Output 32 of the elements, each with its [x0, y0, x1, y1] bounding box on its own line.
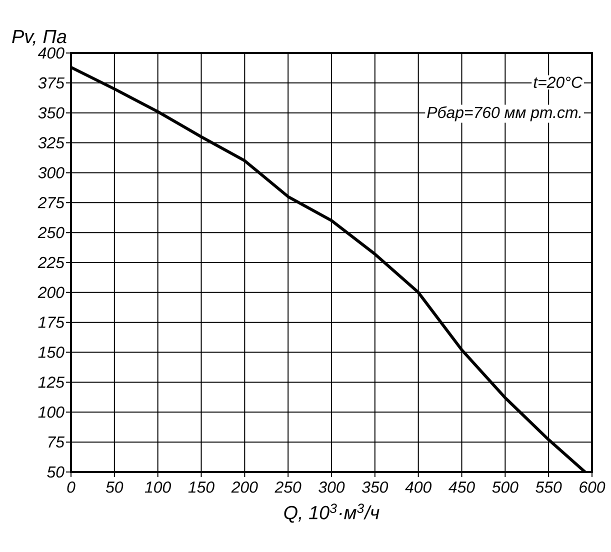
x-tick-label: 500 — [492, 482, 518, 493]
y-tick-label: 300 — [38, 167, 64, 178]
x-axis-title: Q, 10$^{3}$·м$^{3}$/ч — [284, 504, 380, 523]
x-tick-label: 100 — [144, 482, 171, 493]
y-tick-label: 250 — [38, 226, 64, 238]
y-tick-label: 150 — [38, 346, 64, 358]
x-tick-label: 300 — [318, 482, 345, 493]
y-tick-label: 200 — [38, 286, 64, 298]
y-tick-label: 100 — [38, 406, 64, 418]
y-tick-label: 400 — [38, 47, 64, 59]
x-tick-label: 150 — [188, 482, 214, 493]
x-tick-label: 600 — [580, 482, 606, 493]
annotation: Рбар=760 мм рт.ст. — [427, 106, 581, 122]
y-tick-label: 125 — [38, 376, 65, 388]
annotation: t=20°C — [534, 76, 583, 88]
y-tick-label: 275 — [38, 197, 65, 208]
x-tick-label: 350 — [362, 482, 388, 493]
y-tick-label: 225 — [38, 256, 65, 268]
x-tick-label: 50 — [106, 482, 124, 493]
y-tick-label: 50 — [47, 466, 64, 478]
x-tick-label: 450 — [448, 482, 475, 493]
y-tick-label: 75 — [48, 436, 65, 448]
x-tick-label: 200 — [231, 482, 258, 493]
y-tick-label: 350 — [38, 107, 64, 118]
y-axis-title: Pv, Па — [12, 30, 66, 46]
y-tick-label: 325 — [38, 137, 65, 148]
x-tick-label: 250 — [274, 482, 302, 493]
y-tick-label: 375 — [38, 77, 65, 89]
y-tick-label: 175 — [38, 316, 65, 328]
x-tick-label: 0 — [67, 482, 76, 493]
x-tick-label: 400 — [405, 482, 432, 493]
x-tick-label: 550 — [536, 482, 562, 493]
